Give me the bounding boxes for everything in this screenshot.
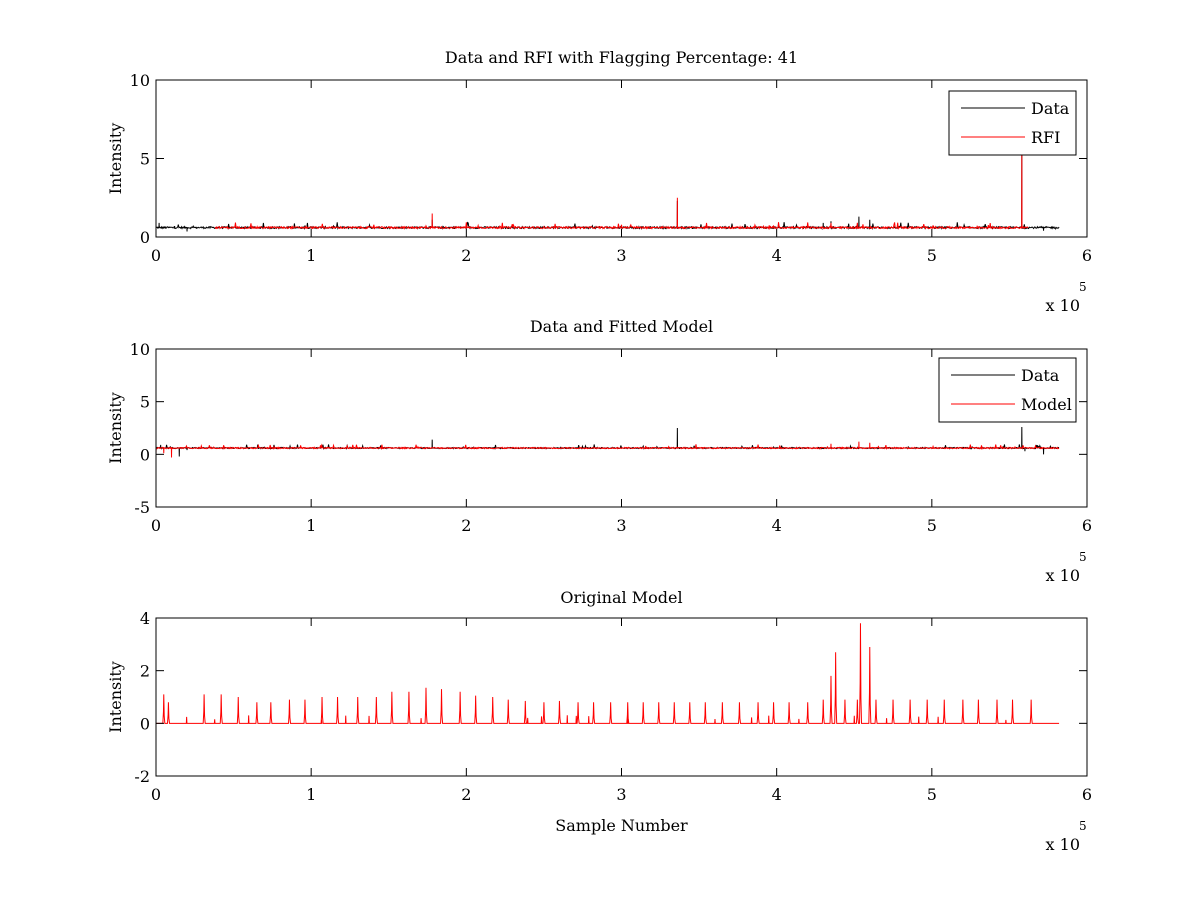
x-tick-label: 2	[461, 516, 471, 535]
chart-title: Original Model	[560, 588, 682, 607]
model-series-line	[156, 441, 1060, 458]
legend-label-data: Data	[1031, 99, 1070, 118]
x-tick-label: 5	[927, 246, 937, 265]
x-tick-label: 3	[616, 785, 626, 804]
x-tick-label: 1	[306, 785, 316, 804]
x-multiplier-exponent: 5	[1079, 819, 1087, 833]
legend-box	[948, 90, 1077, 156]
chart-title: Data and Fitted Model	[530, 317, 713, 336]
y-axis-label: Intensity	[106, 123, 125, 195]
chart-panel-1: Data and RFI with Flagging Percentage: 4…	[106, 48, 1092, 315]
x-tick-label: 3	[616, 516, 626, 535]
x-tick-label: 3	[616, 246, 626, 265]
x-tick-label: 2	[461, 246, 471, 265]
x-tick-label: 4	[772, 785, 782, 804]
y-tick-label: 0	[140, 445, 150, 464]
y-tick-label: -2	[134, 767, 150, 786]
axes-frame	[155, 617, 1088, 777]
chart-title: Data and RFI with Flagging Percentage: 4…	[445, 48, 798, 67]
y-tick-label: 0	[140, 228, 150, 247]
x-tick-label: 6	[1082, 516, 1092, 535]
series-group	[156, 623, 1060, 724]
legend-box	[938, 357, 1077, 423]
y-tick-label: -5	[134, 498, 150, 517]
y-tick-label: 10	[130, 71, 150, 90]
data-series-line	[156, 426, 1060, 457]
y-tick-label: 2	[140, 662, 150, 681]
series-group	[156, 153, 1060, 232]
x-tick-label: 5	[927, 516, 937, 535]
x-tick-label: 1	[306, 246, 316, 265]
series-group	[156, 426, 1060, 458]
x-multiplier-exponent: 5	[1079, 550, 1087, 564]
axes-frame	[155, 79, 1088, 238]
legend-label-data: Data	[1021, 366, 1060, 385]
rfi-series-line	[214, 153, 1029, 231]
y-tick-label: 10	[130, 340, 150, 359]
y-tick-label: 4	[140, 609, 150, 628]
x-tick-label: 5	[927, 785, 937, 804]
model-series-line	[156, 623, 1060, 724]
x-tick-label: 6	[1082, 246, 1092, 265]
y-tick-label: 5	[140, 393, 150, 412]
x-axis-label: Sample Number	[555, 816, 688, 835]
y-tick-label: 0	[140, 714, 150, 733]
x-tick-label: 1	[306, 516, 316, 535]
legend: Data Model	[938, 357, 1077, 423]
x-multiplier: x 10	[1046, 835, 1080, 854]
x-multiplier: x 10	[1046, 296, 1080, 315]
x-tick-label: 4	[772, 516, 782, 535]
data-series-line	[156, 155, 1060, 232]
y-axis-label: Intensity	[106, 392, 125, 464]
x-multiplier: x 10	[1046, 566, 1080, 585]
x-tick-label: 2	[461, 785, 471, 804]
legend-label-rfi: RFI	[1031, 128, 1060, 147]
x-tick-label: 6	[1082, 785, 1092, 804]
x-tick-label: 0	[151, 246, 161, 265]
x-tick-label: 4	[772, 246, 782, 265]
y-axis-label: Intensity	[106, 661, 125, 733]
y-tick-label: 5	[140, 150, 150, 169]
x-multiplier-exponent: 5	[1079, 280, 1087, 294]
x-tick-label: 0	[151, 516, 161, 535]
legend: Data RFI	[948, 90, 1077, 156]
x-tick-label: 0	[151, 785, 161, 804]
legend-label-model: Model	[1021, 395, 1072, 414]
